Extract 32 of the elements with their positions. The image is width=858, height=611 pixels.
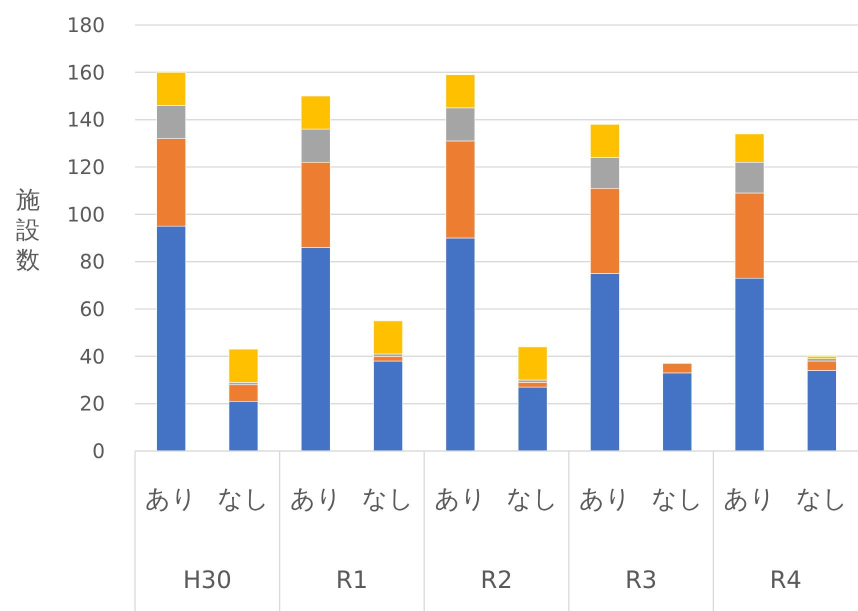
- text: R4: [770, 566, 802, 594]
- bar: [228, 348, 258, 383]
- bar: [518, 346, 548, 380]
- y-tick-label: 0: [92, 439, 105, 463]
- y-tick-label: 80: [80, 250, 105, 274]
- text: H30: [183, 566, 232, 594]
- text: R2: [480, 566, 512, 594]
- y-tick-label: 60: [80, 297, 105, 321]
- x-tick-label: あり: [145, 484, 198, 513]
- y-tick-label: 140: [66, 108, 105, 132]
- x-tick-label: なし: [506, 484, 559, 513]
- bar: [373, 360, 403, 452]
- x-tick-label: なし: [651, 484, 704, 513]
- y-axis-title: 施設数: [16, 186, 40, 274]
- y-tick-label: 100: [66, 202, 105, 226]
- bar: [807, 356, 837, 359]
- x-tick-label: あり: [290, 484, 342, 513]
- x-tick-label: なし: [796, 484, 848, 513]
- y-tick-label: 40: [80, 344, 105, 368]
- x-tick-label: あり: [724, 484, 776, 513]
- x-tick-label: なし: [217, 484, 270, 513]
- bar: [373, 320, 403, 354]
- x-tick-label: あり: [434, 484, 486, 513]
- x-tick-label: あり: [578, 484, 631, 513]
- bar: [518, 386, 548, 452]
- text: R3: [625, 566, 658, 594]
- x-tick-label: なし: [362, 484, 414, 513]
- y-tick-label: 120: [66, 155, 105, 179]
- y-tick-label: 180: [66, 13, 105, 37]
- y-tick-label: 20: [80, 392, 105, 416]
- text: R1: [336, 566, 368, 594]
- y-tick-label: 160: [66, 60, 105, 84]
